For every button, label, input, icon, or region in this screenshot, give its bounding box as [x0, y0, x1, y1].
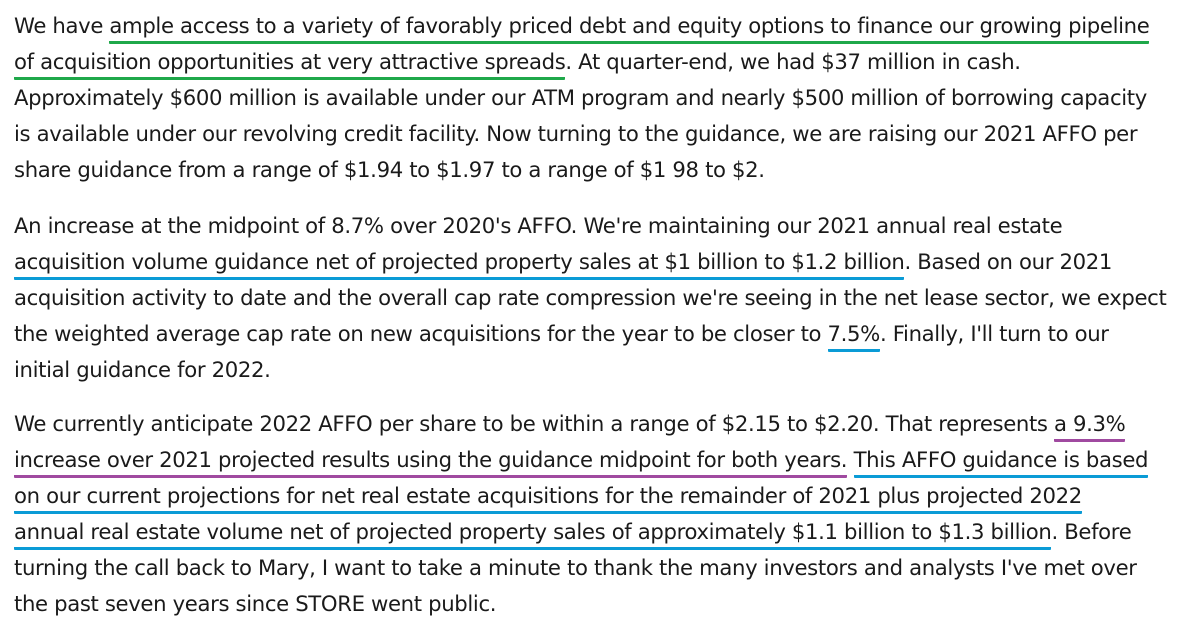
text-segment: is available under our revolving credit …	[14, 121, 1138, 146]
highlighted-text: 7.5%	[827, 321, 880, 352]
text-segment: acquisition activity to date and the ove…	[14, 285, 1167, 310]
paragraph-2022-guidance: We currently anticipate 2022 AFFO per sh…	[14, 406, 1194, 622]
text-segment: the past seven years since STORE went pu…	[14, 591, 497, 616]
text-segment: An increase at the midpoint of 8.7% over…	[14, 213, 1063, 238]
text-line: of acquisition opportunities at very att…	[14, 44, 1194, 80]
highlighted-text: a 9.3%	[1054, 411, 1126, 442]
text-segment: . Finally, I'll turn to our	[879, 321, 1109, 346]
highlighted-text: This AFFO guidance is based	[853, 447, 1148, 478]
text-line: acquisition activity to date and the ove…	[14, 280, 1194, 316]
text-segment: the weighted average cap rate on new acq…	[14, 321, 828, 346]
paragraph-financing-and-guidance: We have ample access to a variety of fav…	[14, 8, 1194, 188]
text-line: We have ample access to a variety of fav…	[14, 8, 1194, 44]
paragraph-acquisition-volume: An increase at the midpoint of 8.7% over…	[14, 208, 1194, 388]
text-line: An increase at the midpoint of 8.7% over…	[14, 208, 1194, 244]
text-line: Approximately $600 million is available …	[14, 80, 1194, 116]
text-line: annual real estate volume net of project…	[14, 514, 1194, 550]
text-line: acquisition volume guidance net of proje…	[14, 244, 1194, 280]
highlighted-text: on our current projections for net real …	[14, 483, 1082, 514]
highlighted-text: increase over 2021 projected results usi…	[14, 447, 848, 478]
text-segment: turning the call back to Mary, I want to…	[14, 555, 1137, 580]
text-segment: We have	[14, 13, 110, 38]
text-line: on our current projections for net real …	[14, 478, 1194, 514]
text-line: the weighted average cap rate on new acq…	[14, 316, 1194, 352]
text-segment: . Based on our 2021	[904, 249, 1112, 274]
text-line: We currently anticipate 2022 AFFO per sh…	[14, 406, 1194, 442]
text-line: share guidance from a range of $1.94 to …	[14, 152, 1194, 188]
text-segment: Approximately $600 million is available …	[14, 85, 1147, 110]
text-segment: . At quarter-end, we had $37 million in …	[565, 49, 1021, 74]
text-line: initial guidance for 2022.	[14, 352, 1194, 388]
highlighted-text: acquisition volume guidance net of proje…	[14, 249, 905, 280]
highlighted-text: ample access to a variety of favorably p…	[109, 13, 1150, 44]
text-line: is available under our revolving credit …	[14, 116, 1194, 152]
text-segment: initial guidance for 2022.	[14, 357, 271, 382]
text-segment: We currently anticipate 2022 AFFO per sh…	[14, 411, 1055, 436]
highlighted-text: of acquisition opportunities at very att…	[14, 49, 566, 80]
text-segment: . Before	[1051, 519, 1132, 544]
highlighted-text: annual real estate volume net of project…	[14, 519, 1052, 550]
text-segment: share guidance from a range of $1.94 to …	[14, 157, 765, 182]
text-line: turning the call back to Mary, I want to…	[14, 550, 1194, 586]
text-segment	[847, 447, 853, 472]
text-line: increase over 2021 projected results usi…	[14, 442, 1194, 478]
text-line: the past seven years since STORE went pu…	[14, 586, 1194, 622]
